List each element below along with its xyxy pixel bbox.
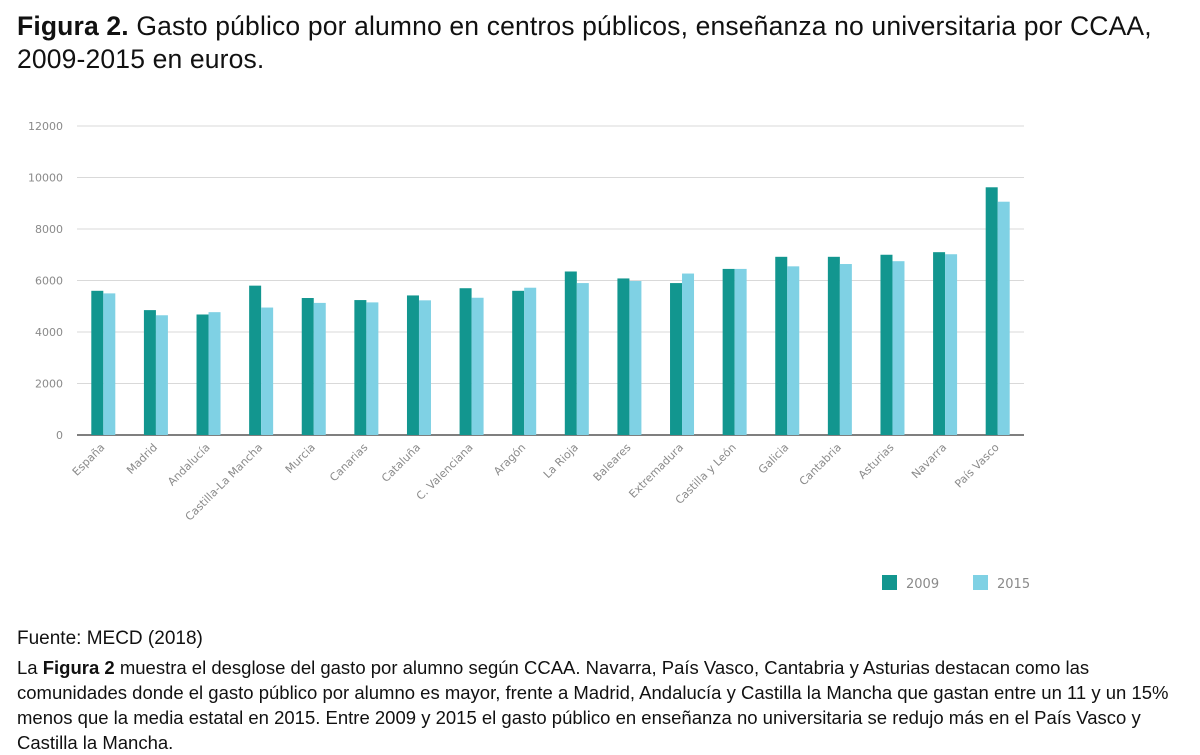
bar-2009 [249, 285, 262, 435]
bar-2015 [576, 283, 589, 435]
bar-chart: 0 2000 4000 6000 8000 10000 12000 España Madrid… [28, 120, 1030, 592]
figure-title-text: Gasto público por alumno en centros públ… [17, 11, 1152, 74]
x-tick-label: Baleares [591, 441, 634, 484]
bar-2009 [354, 300, 367, 435]
x-tick-label: Cataluña [379, 441, 423, 485]
x-tick-label: País Vasco [952, 441, 1002, 491]
bar-2009 [880, 254, 893, 435]
x-tick-label: Asturias [856, 441, 897, 482]
bar-2009 [301, 298, 314, 435]
bar-2015 [629, 281, 642, 435]
bar-2009 [933, 252, 946, 435]
x-tick-label: España [70, 441, 108, 479]
chart-legend: 2009 2015 [882, 575, 1030, 592]
figure-label: Figura 2. [17, 11, 129, 41]
bar-2015 [734, 268, 747, 435]
bar-2015 [892, 261, 905, 435]
bar-2015 [945, 254, 958, 435]
bar-2009 [670, 283, 683, 435]
x-tick-label: Aragón [491, 441, 528, 478]
legend-swatch-2009 [882, 575, 897, 590]
x-tick-label: La Rioja [541, 441, 581, 481]
legend-label-2015: 2015 [997, 577, 1030, 592]
legend-label-2009: 2009 [906, 577, 939, 592]
x-tick-label: Cantabria [797, 441, 844, 488]
x-tick-label: C. Valenciana [414, 441, 476, 503]
bar-2015 [997, 201, 1010, 435]
bar-2015 [103, 293, 116, 435]
x-tick-label: Madrid [124, 441, 160, 477]
x-tick-label: Canarias [327, 441, 370, 484]
figure-title: Figura 2. Gasto público por alumno en ce… [17, 10, 1187, 76]
legend-swatch-2015 [973, 575, 988, 590]
bar-2009 [564, 271, 577, 435]
source-note: Fuente: MECD (2018) [17, 628, 203, 649]
description-figure-ref: Figura 2 [42, 657, 115, 678]
y-tick-label: 4000 [35, 326, 63, 339]
chart-grid: 0 2000 4000 6000 8000 10000 12000 [28, 120, 1024, 442]
y-tick-label: 10000 [28, 172, 63, 185]
y-tick-label: 0 [56, 429, 63, 442]
bar-2015 [682, 273, 695, 435]
bar-2009 [91, 290, 104, 435]
x-tick-label: Galicia [756, 441, 792, 477]
bar-2009 [775, 256, 788, 435]
description-paragraph: La Figura 2 muestra el desglose del gast… [17, 655, 1187, 755]
bar-2015 [366, 302, 379, 435]
bar-2015 [208, 312, 221, 435]
bar-2009 [617, 278, 630, 435]
bar-2015 [313, 302, 326, 435]
y-tick-label: 2000 [35, 378, 63, 391]
y-tick-label: 8000 [35, 223, 63, 236]
chart-bars [91, 187, 1010, 435]
y-tick-label: 6000 [35, 275, 63, 288]
bar-2015 [418, 300, 431, 435]
bar-2009 [459, 288, 472, 435]
x-tick-label: Murcia [283, 441, 318, 476]
bar-2009 [143, 310, 156, 435]
bar-2009 [985, 187, 998, 435]
bar-2015 [471, 297, 484, 435]
bar-2009 [512, 290, 525, 435]
bar-2009 [722, 268, 735, 435]
bar-2009 [406, 295, 419, 435]
bar-2015 [524, 287, 537, 435]
x-tick-label: Navarra [909, 441, 949, 481]
bar-2015 [787, 266, 800, 435]
bar-2015 [261, 307, 274, 435]
x-tick-label: Extremadura [626, 441, 686, 501]
description-prefix: La [17, 657, 43, 678]
y-tick-label: 12000 [28, 120, 63, 133]
bar-2009 [196, 314, 209, 435]
x-tick-label: Andalucía [165, 441, 212, 488]
bar-2015 [839, 264, 852, 435]
description-text: muestra el desglose del gasto por alumno… [17, 657, 1169, 753]
bar-2009 [827, 256, 840, 435]
bar-2015 [155, 315, 168, 435]
